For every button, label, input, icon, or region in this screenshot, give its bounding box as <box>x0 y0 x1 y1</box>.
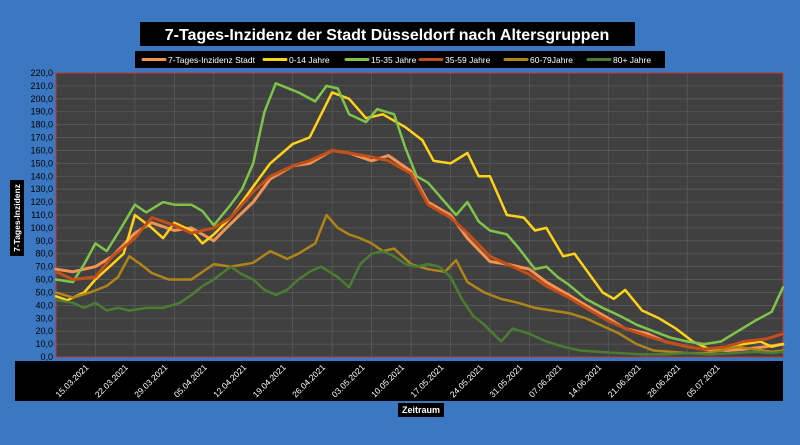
y-tick-label: 150,0 <box>30 158 53 168</box>
y-tick-label: 180,0 <box>30 120 53 130</box>
series-line <box>54 149 785 351</box>
series-line <box>54 213 785 355</box>
y-tick-label: 130,0 <box>30 184 53 194</box>
chart-title: 7-Tages-Inzidenz der Stadt Düsseldorf na… <box>165 27 610 44</box>
y-tick-label: 200,0 <box>30 94 53 104</box>
ylabel-box <box>10 180 24 256</box>
y-tick-label: 10,0 <box>35 339 53 349</box>
y-tick-label: 220,0 <box>30 68 53 78</box>
y-tick-label: 30,0 <box>35 313 53 323</box>
y-tick-label: 100,0 <box>30 223 53 233</box>
y-tick-label: 50,0 <box>35 287 53 297</box>
y-tick-label: 80,0 <box>35 249 53 259</box>
legend-label: 0-14 Jahre <box>289 55 330 65</box>
y-tick-label: 190,0 <box>30 107 53 117</box>
y-tick-label: 160,0 <box>30 145 53 155</box>
y-tick-label: 40,0 <box>35 300 53 310</box>
y-tick-label: 210,0 <box>30 81 53 91</box>
y-tick-label: 20,0 <box>35 326 53 336</box>
y-tick-label: 170,0 <box>30 133 53 143</box>
legend-box <box>135 51 665 68</box>
y-tick-label: 110,0 <box>31 210 53 220</box>
y-tick-label: 60,0 <box>35 275 53 285</box>
y-tick-label: 0,0 <box>40 352 53 362</box>
x-axis-title: Zeitraum <box>402 405 440 415</box>
legend-label: 15-35 Jahre <box>371 55 417 65</box>
plot-border <box>55 72 784 358</box>
series-line <box>54 82 785 346</box>
y-tick-label: 120,0 <box>30 197 53 207</box>
legend-label: 35-59 Jahre <box>445 55 491 65</box>
y-tick-label: 140,0 <box>30 171 53 181</box>
legend-label: 80+ Jahre <box>613 55 651 65</box>
series-line <box>54 249 785 356</box>
xlabel-box <box>398 403 444 417</box>
legend-label: 7-Tages-Inzidenz Stadt <box>168 55 256 65</box>
y-tick-label: 90,0 <box>35 236 53 246</box>
series-line <box>54 91 785 351</box>
legend-label: 60-79Jahre <box>530 55 573 65</box>
title-box <box>140 22 635 46</box>
y-tick-label: 70,0 <box>35 262 53 272</box>
y-axis-title: 7-Tages-Inzidenz <box>12 184 22 252</box>
x-axis-band <box>15 361 783 401</box>
